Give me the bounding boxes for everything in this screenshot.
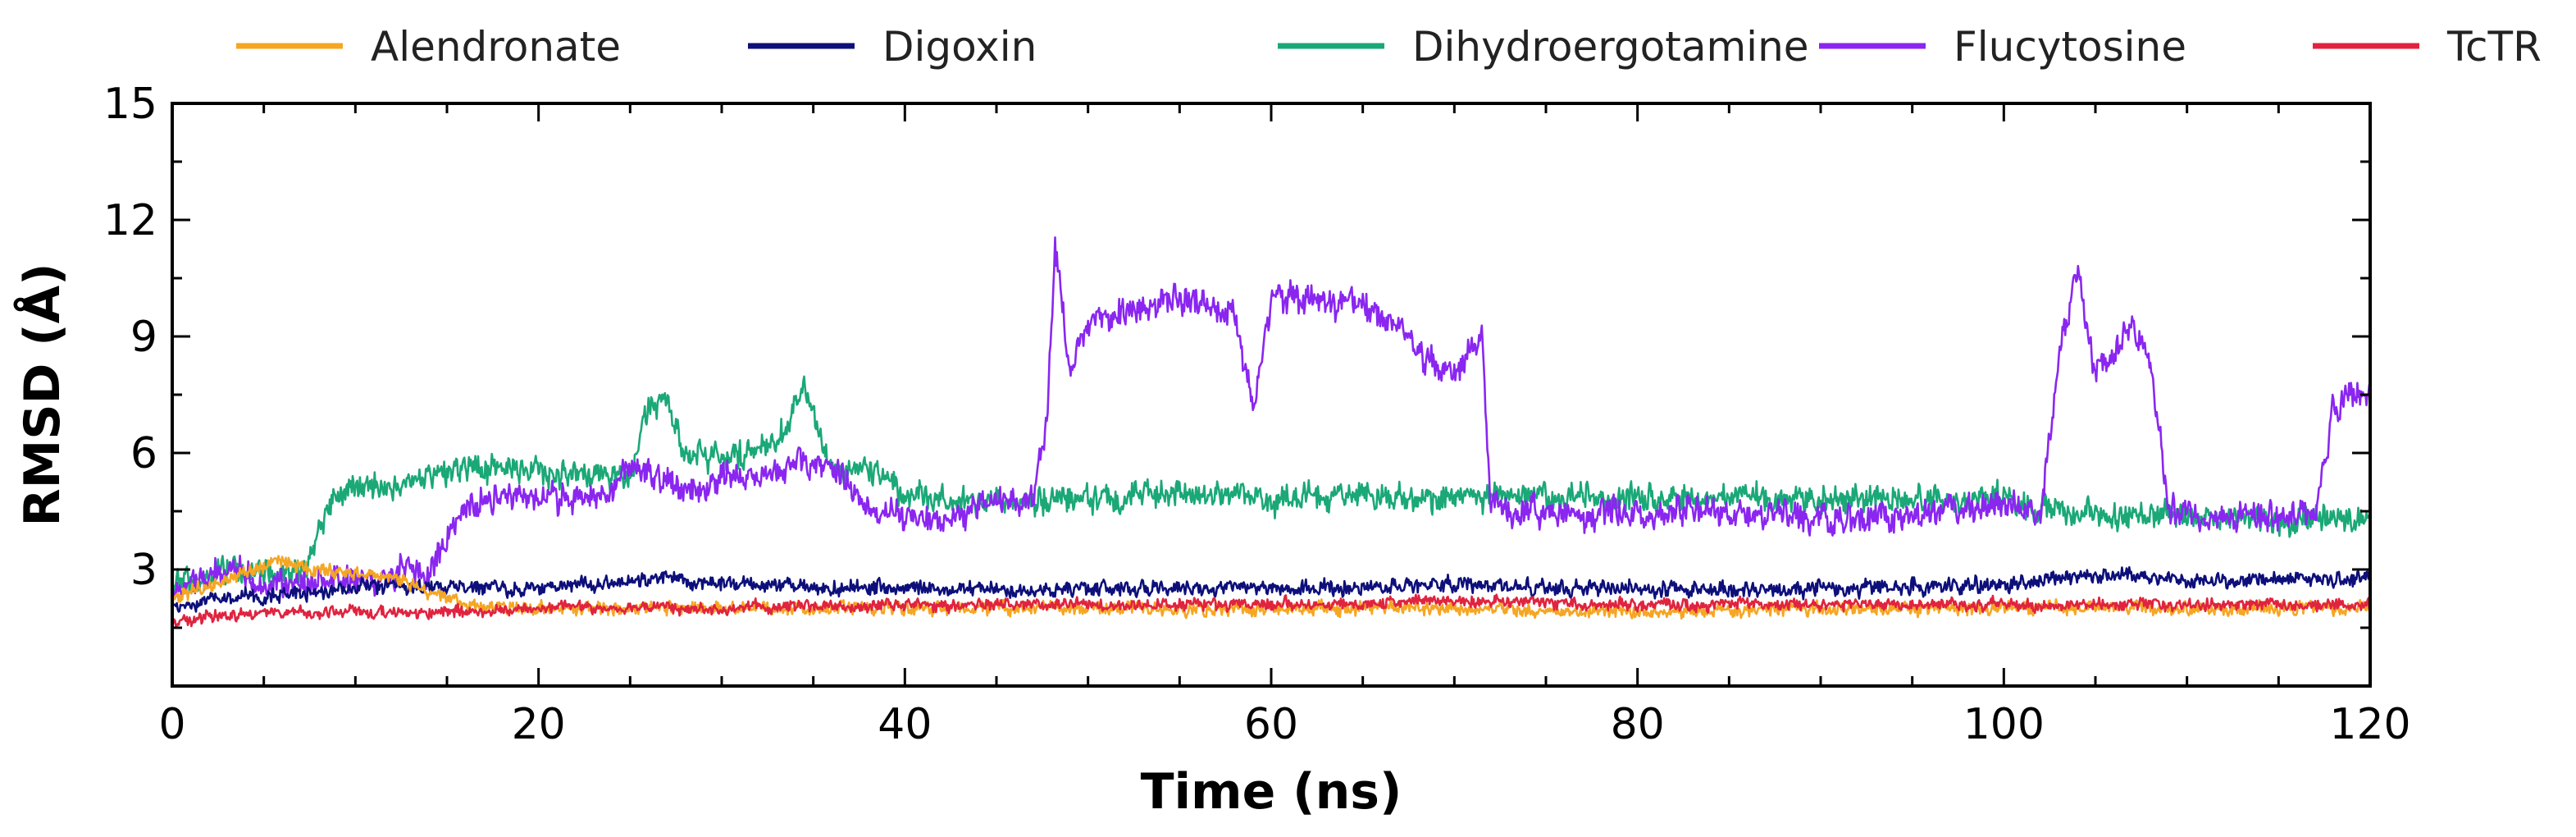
legend-label: Digoxin <box>882 23 1037 71</box>
y-tick-label: 9 <box>130 313 157 362</box>
x-tick-label: 0 <box>158 700 185 749</box>
x-tick-label: 60 <box>1244 700 1298 749</box>
legend-item-tctr: TcTR <box>2313 23 2542 71</box>
x-tick-label: 20 <box>512 700 566 749</box>
legend: Alendronate Digoxin Dihydroergotamine Flucy… <box>236 23 2542 71</box>
y-tick-label: 6 <box>130 429 157 478</box>
series-line-flucytosine <box>172 236 2370 599</box>
legend-label: Flucytosine <box>1954 23 2186 71</box>
y-tick-label: 3 <box>130 546 157 595</box>
legend-item-alendronate: Alendronate <box>236 23 621 71</box>
legend-item-dihydroergotamine: Dihydroergotamine <box>1278 23 1809 71</box>
x-tick-label: 40 <box>878 700 932 749</box>
legend-item-digoxin: Digoxin <box>748 23 1037 71</box>
x-tick-label: 120 <box>2329 700 2410 749</box>
legend-label: Dihydroergotamine <box>1412 23 1809 71</box>
x-tick-label: 80 <box>1611 700 1665 749</box>
tick-labels: 0 20 40 60 80 100 120 3 6 9 12 15 <box>103 80 2411 749</box>
legend-label: Alendronate <box>371 23 621 71</box>
x-tick-label: 100 <box>1963 700 2045 749</box>
legend-item-flucytosine: Flucytosine <box>1819 23 2186 71</box>
y-tick-label: 15 <box>103 80 157 129</box>
plot-frame <box>171 102 2372 688</box>
series-line-dihydroergotamine <box>172 375 2370 594</box>
y-tick-label: 12 <box>103 196 157 245</box>
series-line-digoxin <box>172 565 2370 613</box>
legend-label: TcTR <box>2446 23 2542 71</box>
y-axis-title: RMSD (Å) <box>13 263 71 526</box>
series-line-tctr <box>172 593 2370 628</box>
series-layer <box>172 236 2370 628</box>
x-axis-title: Time (ns) <box>1141 763 1402 821</box>
